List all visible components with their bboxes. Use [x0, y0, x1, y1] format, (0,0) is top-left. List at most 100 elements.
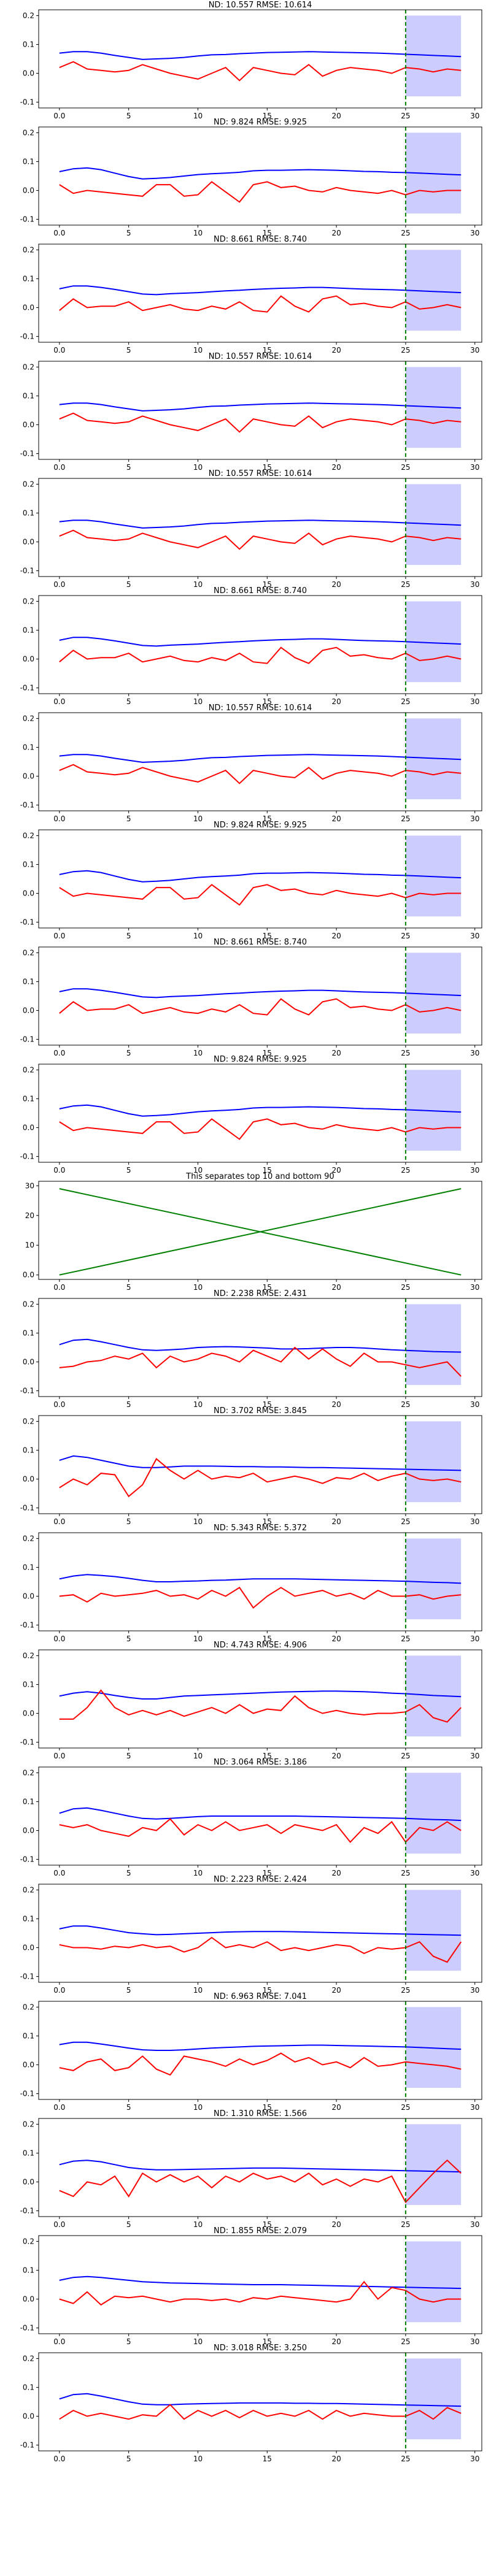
x-tick-label: 20: [331, 2103, 341, 2112]
series-line-1: [59, 988, 462, 999]
x-tick-label: 25: [401, 1166, 410, 1175]
x-tick-label: 0.0: [53, 1517, 65, 1526]
subplot-13: ND: 3.702 RMSE: 3.845 0.0 5 10 15 20 25 30 -0.1 0…: [20, 1406, 482, 1526]
series-line-2: [59, 2159, 462, 2204]
forecast-band: [405, 1421, 462, 1503]
axes-frame: [38, 478, 482, 577]
y-tick-label: -0.1: [20, 2090, 34, 2098]
forecast-band: [405, 953, 462, 1034]
x-tick-label: 0.0: [53, 346, 65, 355]
series-line-1: [59, 402, 462, 412]
x-tick-label: 30: [470, 932, 479, 940]
subplot-15: ND: 4.743 RMSE: 4.906 0.0 5 10 15 20 25 30 -0.1 0…: [20, 1641, 482, 1760]
subplot-title: ND: 6.963 RMSE: 7.041: [214, 1992, 307, 2001]
y-tick-label: -0.1: [20, 2324, 34, 2333]
y-tick-label: 0.2: [23, 2120, 34, 2128]
series-line-1: [59, 51, 462, 60]
x-tick-label: 0.0: [53, 2220, 65, 2229]
axes-frame: [38, 2001, 482, 2100]
x-tick-label: 10: [193, 1166, 203, 1175]
x-tick-label: 25: [401, 346, 410, 355]
y-tick-label: -0.1: [20, 2207, 34, 2215]
x-tick-label: 10: [193, 1283, 203, 1292]
x-tick-label: 5: [126, 463, 131, 472]
x-tick-label: 10: [193, 1635, 203, 1643]
subplot-title: ND: 3.064 RMSE: 3.186: [214, 1758, 307, 1767]
axes-frame: [38, 126, 482, 226]
y-tick-label: 0.0: [23, 889, 34, 898]
subplot-7: ND: 10.557 RMSE: 10.614 0.0 5 10 15 20 25 30 -0.…: [20, 703, 482, 823]
x-tick-label: 5: [126, 1752, 131, 1760]
x-tick-label: 0.0: [53, 463, 65, 472]
y-tick-label: 0.2: [23, 1417, 34, 1425]
x-tick-label: 20: [331, 2220, 341, 2229]
x-tick-label: 20: [331, 2337, 341, 2346]
x-tick-label: 0.0: [53, 697, 65, 706]
x-tick-label: 25: [401, 580, 410, 589]
x-tick-label: 30: [470, 1283, 479, 1292]
axes-frame: [38, 1532, 482, 1631]
forecast-band: [405, 601, 462, 683]
x-tick-label: 0.0: [53, 580, 65, 589]
x-tick-label: 30: [470, 346, 479, 355]
series-line-2: [59, 646, 462, 664]
x-tick-label: 30: [470, 1166, 479, 1175]
subplot-10: ND: 9.824 RMSE: 9.925 0.0 5 10 15 20 25 30 -0.1 0…: [20, 1055, 482, 1175]
y-tick-label: 0.0: [23, 1709, 34, 1718]
x-tick-label: 10: [193, 1869, 203, 1877]
subplot-21: ND: 3.018 RMSE: 3.250 0.0 5 10 15 20 25 30 -0.1 0…: [20, 2344, 482, 2463]
x-tick-label: 15: [263, 2220, 272, 2229]
y-tick-label: -0.1: [20, 1035, 34, 1044]
y-tick-label: 0.2: [23, 11, 34, 20]
x-tick-label: 30: [470, 1869, 479, 1877]
x-tick-label: 5: [126, 1283, 131, 1292]
x-tick-label: 5: [126, 1517, 131, 1526]
x-tick-label: 30: [470, 1517, 479, 1526]
x-tick-label: 20: [331, 932, 341, 940]
y-tick-label: -0.1: [20, 1972, 34, 1981]
x-tick-label: 15: [263, 1166, 272, 1175]
x-tick-label: 0.0: [53, 1283, 65, 1292]
x-tick-label: 30: [470, 1986, 479, 1995]
axes-frame: [38, 361, 482, 460]
x-tick-label: 30: [470, 112, 479, 120]
x-tick-label: 10: [193, 229, 203, 237]
x-tick-label: 25: [401, 1869, 410, 1877]
x-tick-label: 5: [126, 346, 131, 355]
forecast-band: [405, 250, 462, 331]
x-tick-label: 0.0: [53, 229, 65, 237]
y-tick-label: 0.1: [23, 1446, 34, 1454]
x-tick-label: 0.0: [53, 2455, 65, 2463]
x-tick-label: 5: [126, 2220, 131, 2229]
y-tick-label: 0.1: [23, 743, 34, 751]
x-tick-label: 30: [470, 1635, 479, 1643]
x-tick-label: 20: [331, 1283, 341, 1292]
x-tick-label: 10: [193, 580, 203, 589]
x-tick-label: 20: [331, 1166, 341, 1175]
x-tick-label: 15: [263, 1752, 272, 1760]
y-tick-label: 0.1: [23, 977, 34, 986]
x-tick-label: 20: [331, 1400, 341, 1409]
subplot-6: ND: 8.661 RMSE: 8.740 0.0 5 10 15 20 25 30 -0.1 0…: [20, 586, 482, 706]
subplot-16: ND: 3.064 RMSE: 3.186 0.0 5 10 15 20 25 30 -0.1 0…: [20, 1758, 482, 1877]
y-tick-label: 0.0: [23, 1475, 34, 1484]
y-tick-label: 0.2: [23, 831, 34, 840]
x-tick-label: 5: [126, 2455, 131, 2463]
x-tick-label: 0.0: [53, 2337, 65, 2346]
x-tick-label: 10: [193, 1752, 203, 1760]
subplot-title: ND: 10.557 RMSE: 10.614: [209, 1, 312, 10]
x-tick-label: 5: [126, 1986, 131, 1995]
x-tick-label: 0.0: [53, 815, 65, 823]
x-tick-label: 20: [331, 580, 341, 589]
subplot-title: ND: 10.557 RMSE: 10.614: [209, 469, 312, 478]
x-tick-label: 25: [401, 2103, 410, 2112]
subplot-17: ND: 2.223 RMSE: 2.424 0.0 5 10 15 20 25 30 -0.1 0…: [20, 1875, 482, 1995]
series-line-1: [59, 2041, 462, 2051]
y-tick-label: 0.1: [23, 1680, 34, 1689]
y-tick-label: 0.0: [23, 1358, 34, 1367]
x-tick-label: 15: [263, 2103, 272, 2112]
y-tick-label: 0.0: [23, 69, 34, 78]
x-tick-label: 25: [401, 815, 410, 823]
y-tick-label: 0.1: [23, 2149, 34, 2157]
y-tick-label: 0.0: [23, 655, 34, 664]
